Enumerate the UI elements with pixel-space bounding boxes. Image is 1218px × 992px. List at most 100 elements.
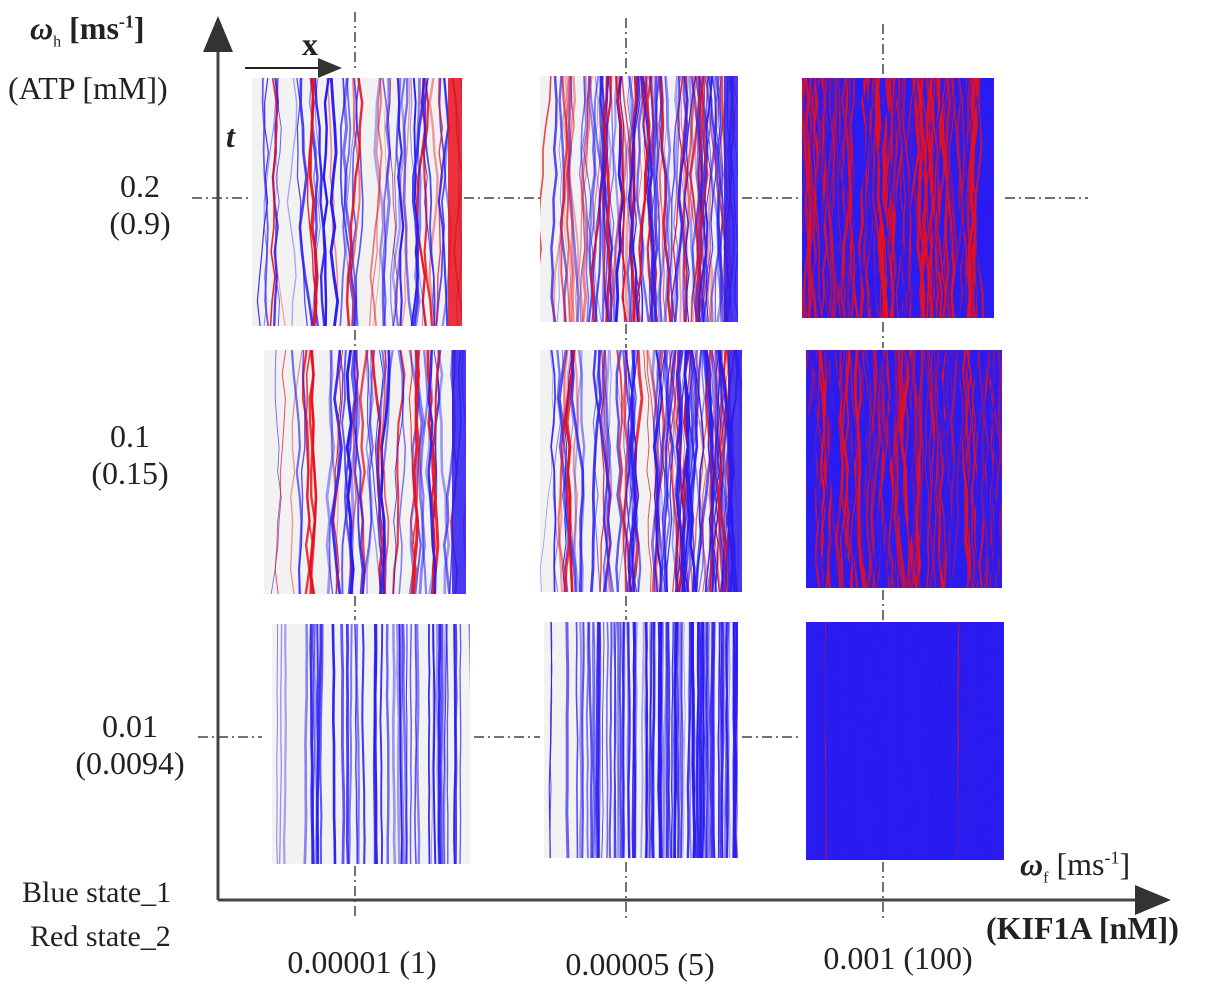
state-1-trace <box>562 350 574 592</box>
state-1-trace <box>621 622 625 858</box>
state-2-trace <box>893 350 908 588</box>
state-1-trace <box>912 350 923 588</box>
state-2-trace <box>269 78 278 326</box>
state-1-trace <box>856 622 860 860</box>
state-1-trace <box>645 622 649 858</box>
state-1-trace <box>345 624 350 864</box>
state-1-trace <box>713 350 725 592</box>
state-2-trace <box>552 76 571 322</box>
state-1-trace <box>674 76 689 322</box>
state-1-trace <box>612 76 620 322</box>
state-1-trace <box>999 350 1002 498</box>
state-1-trace <box>980 622 985 860</box>
state-2-trace <box>643 350 652 592</box>
state-2-trace <box>825 78 840 318</box>
state-1-trace <box>821 622 825 860</box>
state-1-trace <box>615 350 628 592</box>
state-1-trace <box>670 622 674 858</box>
state-2-trace <box>411 350 421 594</box>
state-1-trace <box>312 624 315 864</box>
state-1-trace <box>687 622 692 858</box>
y-axis-secondary-title: (ATP [mM]) <box>8 70 168 106</box>
state-1-trace <box>579 622 583 858</box>
state-1-trace <box>679 350 698 592</box>
x-axis-title: ωf [ms-1] <box>1020 846 1131 887</box>
state-1-trace <box>593 76 602 322</box>
state-1-trace <box>727 622 731 858</box>
state-1-trace <box>892 78 907 318</box>
state-1-trace <box>550 350 557 592</box>
column-label-0: 0.00001 (1) <box>287 944 437 980</box>
state-1-trace <box>806 622 811 860</box>
state-1-trace <box>663 76 672 322</box>
state-1-trace <box>605 622 609 858</box>
state-1-trace <box>435 78 447 326</box>
state-1-trace <box>939 622 944 860</box>
state-2-trace <box>635 76 649 322</box>
kymograph-texture <box>802 78 994 318</box>
state-1-trace <box>810 350 824 588</box>
state-1-trace <box>275 78 282 326</box>
state-1-trace <box>870 622 873 860</box>
state-2-trace <box>900 350 918 588</box>
kymograph-panel-r2c2 <box>806 622 1004 860</box>
state-1-trace <box>643 76 657 322</box>
state-2-trace <box>886 78 902 318</box>
state-2-trace <box>306 78 318 326</box>
state-1-trace <box>821 78 841 318</box>
kymograph-panel-r1c1 <box>540 350 742 592</box>
state-2-trace <box>624 76 641 322</box>
state-1-trace <box>977 350 1002 588</box>
state-1-trace <box>329 78 340 326</box>
state-1-trace <box>604 350 613 592</box>
state-1-trace <box>909 622 913 860</box>
state-1-trace <box>677 622 682 858</box>
state-1-trace <box>330 350 343 594</box>
state-1-trace <box>590 350 603 592</box>
state-1-trace <box>879 622 884 860</box>
state-1-trace <box>656 76 669 322</box>
state-2-trace <box>941 78 948 318</box>
kymograph-texture <box>264 350 466 594</box>
state-1-trace <box>898 622 903 860</box>
state-1-trace <box>988 350 1002 588</box>
state-2-trace <box>943 78 952 318</box>
state-1-trace <box>990 78 994 130</box>
state-1-trace <box>835 350 847 588</box>
state-2-trace <box>428 78 439 326</box>
state-1-trace <box>391 624 397 864</box>
kymograph-texture <box>540 350 742 592</box>
state-1-trace <box>982 350 994 588</box>
state-1-trace <box>975 78 987 318</box>
state-2-trace <box>879 78 893 318</box>
right-edge-band <box>452 350 466 594</box>
state-1-trace <box>1002 622 1004 798</box>
state-1-trace <box>932 78 941 318</box>
state-2-trace <box>349 78 361 326</box>
state-1-trace <box>355 624 361 864</box>
state-1-trace <box>298 78 314 326</box>
state-1-trace <box>613 622 617 858</box>
state-1-trace <box>928 622 933 860</box>
state-1-trace <box>410 78 420 326</box>
state-1-trace <box>364 350 373 594</box>
state-1-trace <box>883 622 889 860</box>
state-1-trace <box>445 624 449 864</box>
state-2-trace <box>910 350 924 588</box>
state-2-trace <box>967 78 977 318</box>
state-1-trace <box>402 78 414 326</box>
state-1-trace <box>986 622 991 860</box>
state-1-trace <box>958 350 973 588</box>
state-2-trace <box>667 350 679 592</box>
state-1-trace <box>366 350 383 594</box>
state-1-trace <box>597 622 602 858</box>
state-1-trace <box>692 622 696 858</box>
state-2-trace <box>829 78 836 318</box>
state-1-trace <box>319 624 324 864</box>
state-1-trace <box>879 78 893 318</box>
state-1-trace <box>981 78 994 277</box>
state-1-trace <box>934 622 939 860</box>
state-1-trace <box>391 78 406 326</box>
state-1-trace <box>423 78 435 326</box>
state-1-trace <box>397 350 407 594</box>
